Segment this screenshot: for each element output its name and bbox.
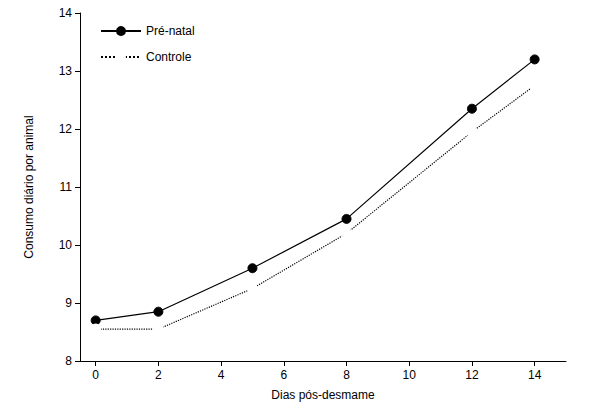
svg-text:8: 8 [65,354,72,368]
svg-text:14: 14 [59,6,73,20]
svg-text:Dias pós-desmame: Dias pós-desmame [271,388,375,402]
svg-text:12: 12 [59,122,73,136]
svg-text:10: 10 [403,368,417,382]
svg-text:Pré-natal: Pré-natal [146,24,195,38]
svg-text:4: 4 [218,368,225,382]
svg-text:14: 14 [528,368,542,382]
svg-text:6: 6 [280,368,287,382]
svg-text:Consumo diário por animal: Consumo diário por animal [22,115,36,258]
svg-text:13: 13 [59,64,73,78]
svg-text:10: 10 [59,238,73,252]
svg-text:0: 0 [92,368,99,382]
svg-text:Controle: Controle [146,50,192,64]
svg-text:9: 9 [65,296,72,310]
svg-text:8: 8 [343,368,350,382]
svg-text:12: 12 [465,368,479,382]
svg-text:2: 2 [155,368,162,382]
svg-text:11: 11 [60,180,73,194]
